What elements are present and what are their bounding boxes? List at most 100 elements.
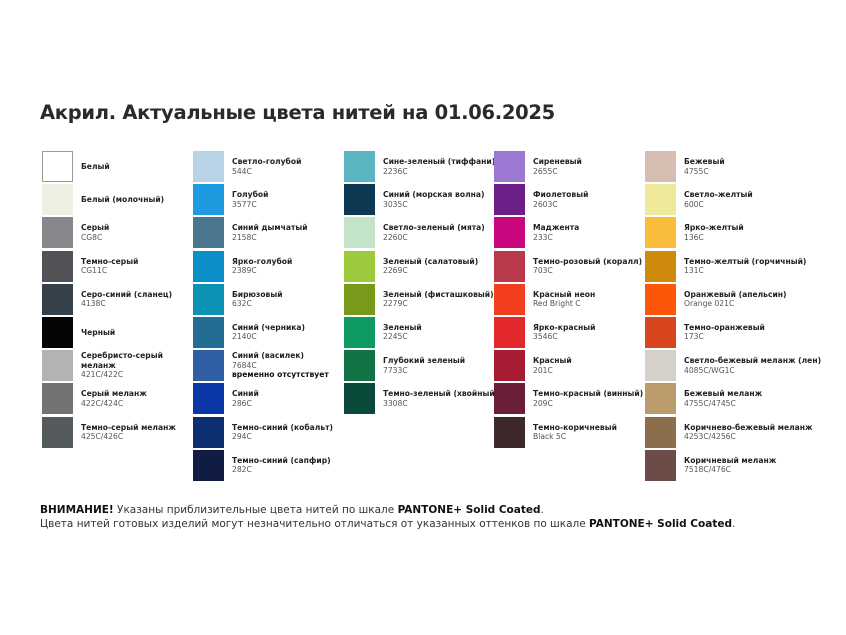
pantone-code: 233C xyxy=(533,232,553,242)
color-name: Темно-синий (сапфир) xyxy=(232,455,331,465)
pantone-code: 294C xyxy=(232,432,252,441)
color-label: Ярко-голубой 2389C xyxy=(232,257,292,276)
color-swatch xyxy=(494,283,525,315)
pantone-code: 422C/424C xyxy=(81,398,124,408)
color-item: Светло-бежевый меланж (лен) 4085C/WG1C xyxy=(645,350,821,382)
color-item: Ярко-желтый 136C xyxy=(645,217,821,249)
color-item: Ярко-красный 3546C xyxy=(494,316,643,348)
color-name: Темно-синий (кобальт) xyxy=(232,422,334,432)
color-swatch xyxy=(645,383,676,415)
color-label: Синий (морская волна) 3035C xyxy=(383,190,484,209)
color-swatch xyxy=(344,184,375,216)
pantone-code: 136C xyxy=(684,232,704,242)
pantone-code: 173C xyxy=(684,332,704,342)
color-label: Синий дымчатый 2158C xyxy=(232,223,308,242)
color-item: Маджента 233C xyxy=(494,217,643,249)
color-swatch xyxy=(494,316,525,348)
color-label: Темно-синий (кобальт) 294C xyxy=(232,423,333,442)
pantone-code: Red Bright C xyxy=(533,299,581,309)
color-swatch xyxy=(494,416,525,448)
pantone-code: Black 5C xyxy=(533,432,567,441)
color-name: Темно-зеленый (хвойный) xyxy=(383,389,499,399)
color-item: Красный неон Red Bright C xyxy=(494,283,643,315)
color-item: Коричневый меланж 7518C/476C xyxy=(645,449,821,481)
pantone-code: 4755C/4745C xyxy=(684,398,736,408)
color-name: Серый меланж xyxy=(81,389,147,399)
color-label: Сиреневый 2655C xyxy=(533,157,582,176)
color-name: Светло-зеленый (мята) xyxy=(383,223,485,233)
color-name: Серо-синий (сланец) xyxy=(81,289,173,299)
color-label: Синий (василек) 7684C временно отсутствует xyxy=(232,351,329,380)
color-name: Белый xyxy=(81,161,110,171)
color-label: Красный неон Red Bright C xyxy=(533,290,595,309)
palette-column: Сине-зеленый (тиффани) 2236C Синий (морска… xyxy=(344,151,498,417)
color-name: Темно-коричневый xyxy=(533,422,617,432)
color-item: Темно-красный (винный) 209C xyxy=(494,383,643,415)
color-label: Серый меланж 422C/424C xyxy=(81,389,147,408)
color-item: Темно-серый меланж 425C/426C xyxy=(42,416,176,448)
pantone-code: 600C xyxy=(684,199,704,209)
color-name: Темно-серый xyxy=(81,256,139,266)
color-name: Бирюзовый xyxy=(232,289,283,299)
pantone-code: 4253C/4256C xyxy=(684,432,736,441)
color-swatch xyxy=(42,250,73,282)
color-item: Красный 201C xyxy=(494,350,643,382)
pantone-code: 2279C xyxy=(383,299,408,309)
color-name: Темно-оранжевый xyxy=(684,322,765,332)
pantone-code: 3577C xyxy=(232,199,257,209)
color-item: Темно-синий (кобальт) 294C xyxy=(193,416,333,448)
color-name: Зеленый (фисташковый) xyxy=(383,289,494,299)
pantone-code: 4138C xyxy=(81,299,106,309)
color-label: Красный 201C xyxy=(533,356,572,375)
pantone-code: 421C/422C xyxy=(81,370,124,380)
pantone-code: 3546C xyxy=(533,332,558,342)
color-label: Зеленый (фисташковый) 2279C xyxy=(383,290,494,309)
color-label: Темно-синий (сапфир) 282C xyxy=(232,456,331,475)
color-swatch xyxy=(42,383,73,415)
pantone-code: CG11C xyxy=(81,266,108,276)
pantone-code: 7684C xyxy=(232,360,257,370)
color-name: Красный xyxy=(533,356,572,366)
warning-end: . xyxy=(540,504,544,516)
color-label: Синий 286C xyxy=(232,389,259,408)
color-item: Бежевый 4755C xyxy=(645,151,821,182)
color-label: Темно-желтый (горчичный) 131C xyxy=(684,257,806,276)
color-label: Фиолетовый 2603C xyxy=(533,190,588,209)
color-item: Серый CG8C xyxy=(42,217,176,249)
color-label: Темно-красный (винный) 209C xyxy=(533,389,643,408)
pantone-code: 2269C xyxy=(383,266,408,276)
palette-column: Белый Белый (молочный) Серый CG8C Темно-серы… xyxy=(42,151,176,450)
color-label: Глубокий зеленый 7733C xyxy=(383,356,465,375)
color-swatch xyxy=(193,383,224,415)
color-name: Ярко-красный xyxy=(533,322,596,332)
color-item: Глубокий зеленый 7733C xyxy=(344,350,498,382)
color-label: Бежевый 4755C xyxy=(684,157,725,176)
color-label: Зеленый (салатовый) 2269C xyxy=(383,257,478,276)
color-label: Светло-зеленый (мята) 2260C xyxy=(383,223,485,242)
color-swatch xyxy=(344,316,375,348)
color-label: Серебристо-серый меланж 421C/422C xyxy=(81,351,176,380)
color-label: Синий (черника) 2140C xyxy=(232,323,305,342)
color-item: Синий (василек) 7684C временно отсутствует xyxy=(193,350,333,382)
pantone-code: 2389C xyxy=(232,266,257,276)
color-item: Фиолетовый 2603C xyxy=(494,184,643,216)
color-label: Бирюзовый 632C xyxy=(232,290,283,309)
color-name: Синий (морская волна) xyxy=(383,190,485,200)
color-label: Серый CG8C xyxy=(81,223,109,242)
color-swatch xyxy=(193,250,224,282)
color-item: Темно-синий (сапфир) 282C xyxy=(193,449,333,481)
color-item: Серо-синий (сланец) 4138C xyxy=(42,283,176,315)
color-swatch xyxy=(193,316,224,348)
color-name: Голубой xyxy=(232,190,269,200)
color-name: Зеленый xyxy=(383,322,422,332)
color-name: Темно-желтый (горчичный) xyxy=(684,256,807,266)
color-swatch xyxy=(193,217,224,249)
color-name: Синий дымчатый xyxy=(232,223,308,233)
color-name: Темно-серый меланж xyxy=(81,422,176,432)
pantone-code: 3035C xyxy=(383,199,408,209)
warning-label: ВНИМАНИЕ! xyxy=(40,504,114,516)
color-item: Светло-зеленый (мята) 2260C xyxy=(344,217,498,249)
color-item: Сине-зеленый (тиффани) 2236C xyxy=(344,151,498,182)
pantone-code: 2158C xyxy=(232,232,257,242)
color-item: Белый (молочный) xyxy=(42,184,176,216)
